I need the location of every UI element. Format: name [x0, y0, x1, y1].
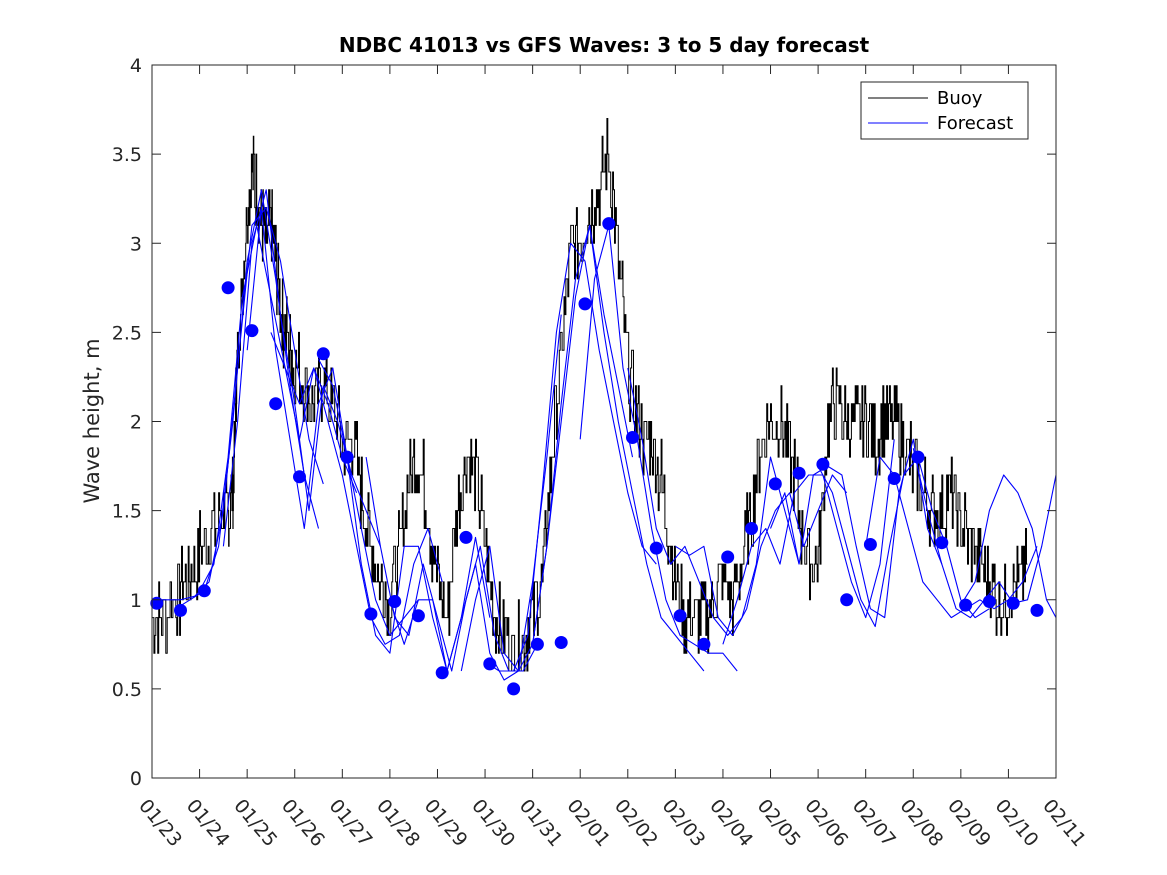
forecast-point	[221, 281, 235, 295]
forecast-point	[840, 593, 854, 607]
forecast-point	[673, 609, 687, 623]
forecast-point	[1006, 596, 1020, 610]
forecast-run-line-11	[484, 242, 657, 672]
forecast-point	[483, 657, 497, 671]
y-tick-label: 2	[130, 412, 142, 434]
forecast-point	[1030, 603, 1044, 617]
forecast-run-line-6	[270, 332, 443, 645]
forecast-run-line-16	[722, 439, 895, 645]
forecast-point	[982, 595, 996, 608]
forecast-run-line-5	[246, 207, 419, 636]
forecast-point	[245, 324, 259, 338]
forecast-point	[269, 397, 283, 411]
y-tick-label: 1	[130, 590, 142, 612]
plot-area	[150, 118, 1057, 696]
forecast-run-line-3	[199, 224, 358, 592]
forecast-point	[411, 609, 425, 623]
forecast-point	[388, 595, 402, 608]
y-tick-label: 0	[130, 768, 142, 790]
legend-forecast-label: Forecast	[937, 113, 1013, 134]
forecast-run-line-13	[579, 224, 738, 672]
y-tick-label: 1.5	[112, 501, 142, 523]
y-tick-label: 2.5	[112, 322, 142, 344]
forecast-point	[197, 584, 211, 598]
forecast-point	[293, 470, 306, 484]
legend: Buoy Forecast	[860, 81, 1029, 140]
forecast-run-line-12	[532, 224, 705, 672]
y-tick-label: 3.5	[112, 144, 142, 166]
forecast-point	[935, 536, 949, 550]
chart-title: NDBC 41013 vs GFS Waves: 3 to 5 day fore…	[339, 33, 870, 57]
forecast-run-line-9	[389, 314, 562, 681]
forecast-run-line-15	[675, 474, 848, 636]
forecast-point	[578, 297, 592, 311]
forecast-point	[721, 550, 735, 564]
forecast-point	[316, 347, 330, 361]
y-axis-label: Wave height, m	[80, 338, 104, 503]
forecast-point	[602, 217, 616, 231]
forecast-point	[530, 637, 544, 651]
legend-buoy-label: Buoy	[937, 88, 983, 109]
forecast-point	[697, 637, 711, 651]
forecast-point	[745, 522, 758, 535]
y-tick-label: 4	[130, 55, 142, 77]
forecast-point	[435, 666, 449, 680]
forecast-point	[626, 431, 639, 444]
forecast-point	[649, 541, 663, 555]
y-tick-label: 3	[130, 233, 142, 255]
forecast-run-line-18	[817, 456, 990, 628]
legend-box	[860, 81, 1029, 140]
forecast-point	[887, 472, 901, 485]
forecast-point	[554, 636, 568, 649]
forecast-point	[459, 530, 473, 544]
y-tick-label: 0.5	[112, 679, 142, 701]
forecast-point	[816, 457, 830, 471]
forecast-point	[792, 466, 806, 480]
forecast-point	[364, 607, 378, 621]
forecast-point	[959, 598, 973, 612]
forecast-point	[340, 450, 354, 464]
forecast-run-line-21	[960, 474, 1057, 618]
forecast-point	[863, 538, 877, 551]
forecast-point	[768, 477, 782, 491]
forecast-point	[174, 603, 187, 617]
forecast-run-line-17	[769, 438, 943, 619]
forecast-run-line-14	[627, 367, 800, 636]
forecast-point	[911, 450, 925, 464]
forecast-run-line-4	[222, 189, 381, 547]
forecast-point	[507, 682, 521, 696]
